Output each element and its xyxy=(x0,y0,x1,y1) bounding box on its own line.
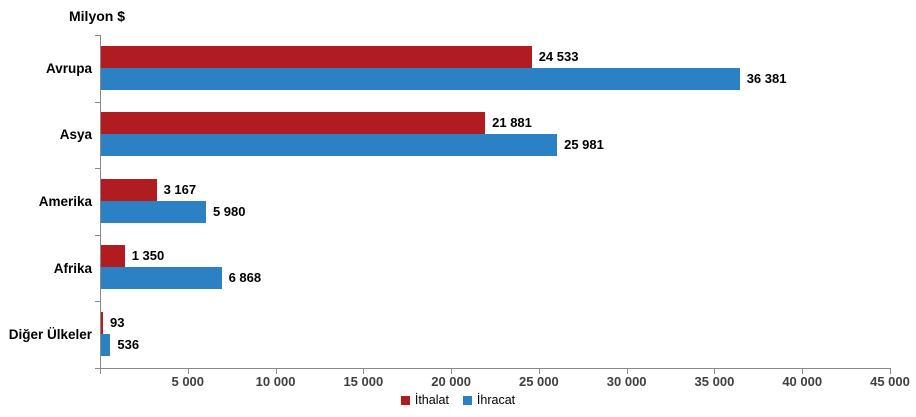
y-axis-tick xyxy=(95,301,100,303)
legend-label-ihracat: İhracat xyxy=(476,393,516,407)
y-axis-line xyxy=(100,35,101,369)
value-label-ithalat-avrupa: 24 533 xyxy=(538,48,579,64)
value-label-ithalat-diger-ulkeler: 93 xyxy=(110,314,125,330)
x-axis-line xyxy=(100,368,891,369)
value-label-ithalat-asya: 21 881 xyxy=(492,115,532,131)
x-axis-label-10000: 10 000 xyxy=(255,374,296,389)
x-axis-label-35000: 35 000 xyxy=(694,374,735,389)
x-axis-tick xyxy=(451,369,453,374)
value-label-ihracat-diger-ulkeler: 536 xyxy=(117,336,140,352)
bar-ithalat-afrika xyxy=(101,245,125,268)
category-label-asya: Asya xyxy=(59,127,92,143)
category-label-amerika: Amerika xyxy=(38,193,92,209)
value-label-ihracat-avrupa: 36 381 xyxy=(746,70,787,86)
bar-ihracat-afrika xyxy=(101,267,222,290)
x-axis-tick xyxy=(714,369,716,374)
y-axis-tick xyxy=(95,234,100,236)
x-axis-tick xyxy=(802,369,804,374)
legend-label-ithalat: İthalat xyxy=(414,393,449,407)
category-label-avrupa: Avrupa xyxy=(45,60,92,76)
bar-ihracat-amerika xyxy=(101,200,206,223)
bar-ithalat-asya xyxy=(101,112,486,135)
ithalat-swatch-icon xyxy=(400,395,410,405)
x-axis-label-25000: 25 000 xyxy=(518,374,559,389)
y-axis-tick xyxy=(95,168,100,170)
category-label-diger-ulkeler: Diğer Ülkeler xyxy=(8,327,92,343)
x-axis-label-30000: 30 000 xyxy=(606,374,647,389)
legend-item-ihracat: İhracat xyxy=(462,393,516,407)
y-axis-tick xyxy=(95,368,100,369)
x-axis-label-40000: 40 000 xyxy=(782,374,823,389)
value-label-ihracat-afrika: 6 868 xyxy=(228,270,262,286)
bar-ithalat-avrupa xyxy=(101,45,532,68)
bar-ithalat-amerika xyxy=(101,178,157,201)
legend-item-ithalat: İthalat xyxy=(400,393,449,407)
x-axis-label-5000: 5 000 xyxy=(171,374,205,389)
y-axis-tick xyxy=(95,101,100,103)
value-label-ithalat-afrika: 1 350 xyxy=(131,248,165,264)
bar-ithalat-diger-ulkeler xyxy=(101,311,103,334)
x-axis-label-15000: 15 000 xyxy=(343,374,384,389)
x-axis-tick xyxy=(363,369,365,374)
chart-title: Milyon $ xyxy=(69,8,126,24)
x-axis-tick xyxy=(538,369,540,374)
x-axis-tick xyxy=(626,369,628,374)
y-axis-tick xyxy=(95,35,100,36)
legend: İthalat İhracat xyxy=(0,393,916,407)
x-axis-tick xyxy=(890,369,891,374)
x-axis-tick xyxy=(187,369,189,374)
x-axis-label-20000: 20 000 xyxy=(431,374,471,389)
value-label-ihracat-asya: 25 981 xyxy=(564,137,604,153)
bar-ihracat-diger-ulkeler xyxy=(101,333,111,356)
bar-ihracat-asya xyxy=(101,134,558,157)
category-label-afrika: Afrika xyxy=(53,260,92,276)
x-axis-tick xyxy=(275,369,277,374)
bar-ihracat-avrupa xyxy=(101,67,740,90)
ihracat-swatch-icon xyxy=(462,395,472,405)
value-label-ihracat-amerika: 5 980 xyxy=(212,203,246,219)
x-axis-label-45000: 45 000 xyxy=(870,374,910,389)
value-label-ithalat-amerika: 3 167 xyxy=(163,181,197,197)
x-axis-tick xyxy=(100,369,101,374)
